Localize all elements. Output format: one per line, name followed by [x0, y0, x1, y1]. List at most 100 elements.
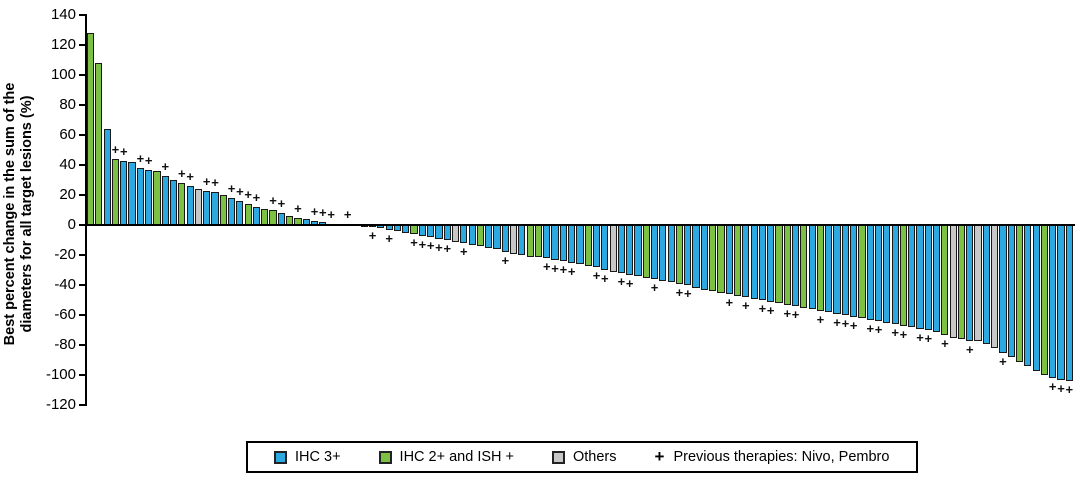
bar-b — [883, 225, 891, 323]
previous-therapy-plus-marker: + — [899, 326, 908, 342]
previous-therapy-plus-marker: + — [460, 244, 468, 259]
bar-b — [427, 225, 435, 237]
bar-g — [584, 225, 592, 266]
bar-g — [244, 204, 252, 225]
previous-therapy-plus-marker: + — [1048, 379, 1057, 394]
y-tick-label: -80 — [54, 336, 76, 353]
bar-b — [1065, 225, 1073, 381]
bar-b — [460, 225, 468, 243]
bar-b — [767, 225, 775, 302]
bar-g — [261, 208, 269, 225]
bar-g — [476, 225, 484, 246]
previous-therapy-plus-marker: + — [559, 262, 568, 277]
bar-b — [576, 225, 584, 264]
bar-g — [733, 225, 742, 296]
bar-g — [858, 225, 866, 318]
previous-therapy-plus-marker: + — [501, 253, 510, 268]
previous-therapy-plus-marker: + — [874, 322, 883, 337]
legend-label: IHC 3+ — [295, 449, 341, 465]
bar-b — [252, 207, 261, 225]
bar-b — [103, 129, 111, 225]
previous-therapy-plus-marker: + — [941, 335, 949, 351]
bar-g — [153, 171, 161, 225]
bar-b — [120, 160, 128, 225]
previous-therapy-plus-marker: + — [601, 271, 609, 286]
bar-b — [161, 175, 169, 225]
previous-therapy-plus-marker: + — [833, 314, 841, 330]
previous-therapy-plus-marker: + — [567, 263, 576, 279]
bar-b — [684, 225, 692, 285]
legend-item-previous-therapies: + Previous therapies: Nivo, Pembro — [655, 448, 890, 465]
y-axis-tick — [79, 224, 85, 226]
y-tick-label: -100 — [45, 366, 76, 383]
previous-therapy-plus-marker: + — [161, 158, 170, 174]
previous-therapy-plus-marker: + — [236, 184, 244, 199]
y-axis-line — [85, 14, 87, 406]
bar-g — [526, 225, 534, 257]
y-axis-tick — [79, 314, 85, 316]
y-tick-label: 20 — [59, 186, 76, 203]
previous-therapy-plus-marker: + — [385, 230, 393, 246]
previous-therapy-plus-marker: + — [368, 227, 377, 243]
y-tick-label: -20 — [54, 246, 76, 263]
legend-box: IHC 3+ IHC 2+ and ISH + Others + Previous th… — [246, 441, 918, 473]
bar-b — [592, 225, 601, 267]
bar-b — [966, 225, 974, 341]
y-axis-tick — [79, 134, 85, 136]
bar-b — [435, 225, 443, 239]
bar-o — [991, 225, 999, 348]
previous-therapy-plus-marker: + — [592, 268, 601, 283]
y-tick-label: 0 — [67, 216, 76, 233]
y-tick-label: -40 — [54, 276, 76, 293]
bar-o — [451, 225, 460, 242]
previous-therapy-plus-marker: + — [327, 206, 335, 222]
legend-item: IHC 2+ and ISH + — [378, 449, 514, 465]
bar-b — [145, 169, 153, 225]
previous-therapy-plus-marker: + — [866, 320, 875, 336]
bar-b — [568, 225, 576, 263]
previous-therapy-plus-marker: + — [202, 173, 211, 189]
y-axis-tick — [79, 44, 85, 46]
bar-b — [891, 225, 899, 324]
previous-therapy-plus-marker: + — [675, 284, 684, 300]
bar-b — [908, 225, 916, 327]
bar-g — [87, 33, 95, 225]
bar-b — [692, 225, 700, 288]
y-axis-tick — [79, 344, 85, 346]
bar-b — [203, 190, 211, 225]
bar-b — [659, 225, 667, 281]
bar-b — [128, 162, 136, 225]
bar-b — [543, 225, 551, 258]
y-axis-tick — [79, 254, 85, 256]
bar-b — [634, 225, 642, 276]
bar-b — [833, 225, 841, 314]
y-axis-tick — [79, 104, 85, 106]
bar-g — [717, 225, 725, 293]
bar-b — [186, 186, 194, 225]
previous-therapy-plus-marker: + — [410, 235, 418, 250]
bar-b — [402, 225, 410, 233]
y-axis-tick — [79, 404, 85, 406]
bar-g — [1015, 225, 1024, 362]
legend-swatch-g — [378, 450, 392, 464]
previous-therapy-plus-marker: + — [186, 169, 194, 184]
bar-g — [111, 159, 120, 225]
y-tick-label: 100 — [50, 66, 76, 83]
previous-therapy-plus-marker: + — [766, 302, 775, 318]
bar-b — [808, 225, 816, 309]
legend-label: Previous therapies: Nivo, Pembro — [673, 449, 890, 465]
bar-o — [949, 225, 957, 338]
bar-b — [468, 225, 476, 245]
previous-therapy-plus-marker: + — [791, 307, 800, 322]
y-tick-label: 120 — [50, 36, 76, 53]
y-tick-label: -60 — [54, 306, 76, 323]
previous-therapy-plus-marker: + — [650, 280, 659, 295]
bar-b — [518, 225, 526, 255]
previous-therapy-plus-marker: + — [294, 200, 302, 216]
bar-b — [601, 225, 609, 270]
bar-b — [418, 225, 426, 236]
bar-b — [626, 225, 634, 275]
bar-b — [551, 225, 559, 260]
legend-label: IHC 2+ and ISH + — [399, 449, 514, 465]
previous-therapy-plus-marker: + — [136, 151, 145, 166]
